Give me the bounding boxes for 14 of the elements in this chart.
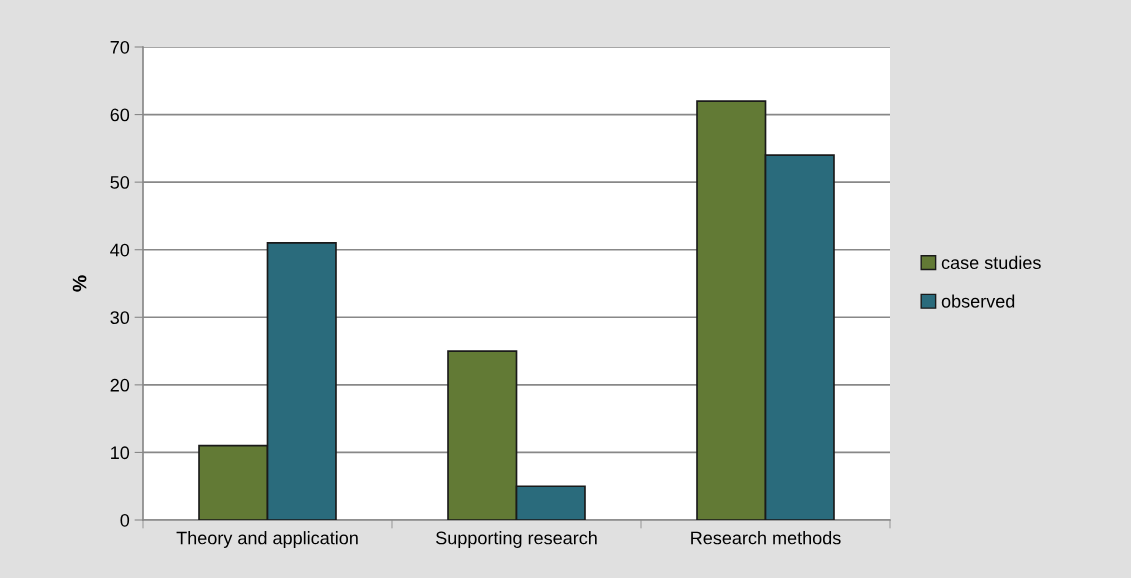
y-tick-label: 20 bbox=[110, 378, 130, 392]
y-tick-label: 0 bbox=[120, 513, 130, 527]
x-tick-label: Theory and application bbox=[176, 531, 358, 548]
x-tick-label: Supporting research bbox=[436, 531, 597, 548]
x-tick-label: Research methods bbox=[691, 531, 841, 545]
y-axis-title: % bbox=[72, 275, 87, 292]
y-tick-label: 70 bbox=[110, 40, 130, 54]
legend-label: observed bbox=[941, 294, 1015, 308]
y-tick-label: 50 bbox=[110, 176, 130, 189]
y-tick-label: 10 bbox=[111, 446, 130, 460]
y-tick-label: 60 bbox=[110, 108, 130, 122]
legend-label: case studies bbox=[941, 255, 1041, 270]
y-tick-label: 40 bbox=[110, 243, 130, 257]
y-tick-label: 30 bbox=[110, 311, 130, 325]
